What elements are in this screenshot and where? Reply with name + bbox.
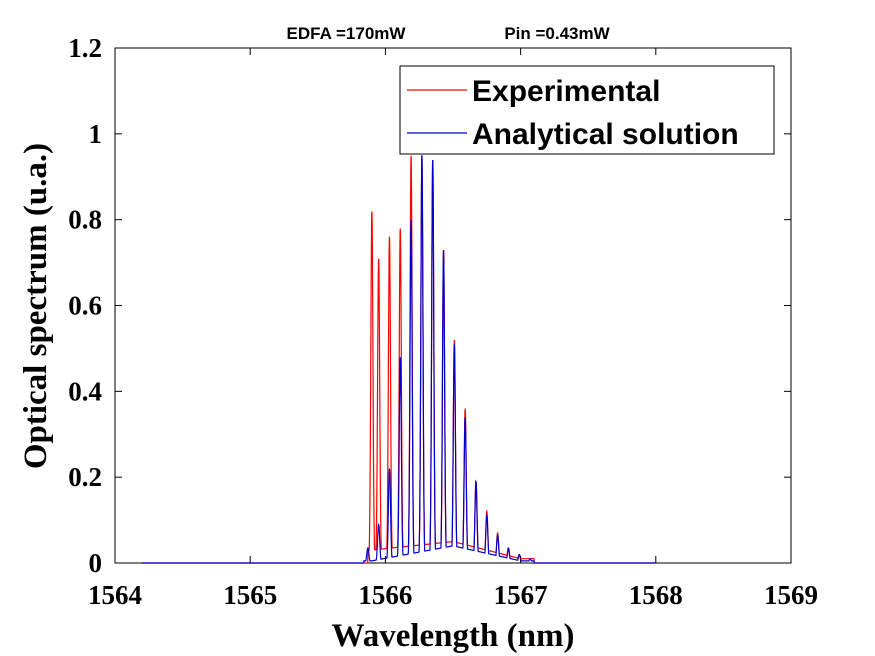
x-tick-label: 1565 (223, 580, 277, 610)
legend-label-experimental: Experimental (472, 75, 660, 108)
chart-title-pin: Pin =0.43mW (504, 24, 610, 43)
x-tick-label: 1568 (629, 580, 683, 610)
y-tick-label: 0.6 (68, 291, 102, 321)
chart-title: EDFA =170mW Pin =0.43mW (287, 24, 611, 43)
x-tick-label: 1569 (764, 580, 818, 610)
y-tick-label: 0.2 (68, 462, 102, 492)
series-line-analytical (142, 155, 656, 564)
legend: Experimental Analytical solution (399, 65, 775, 155)
y-tick-label: 1.2 (68, 33, 102, 63)
x-tick-label: 1567 (494, 580, 548, 610)
chart-title-edfa: EDFA =170mW (287, 24, 407, 43)
x-tick-label: 1566 (358, 580, 412, 610)
legend-box (399, 65, 775, 155)
y-tick-label: 0 (89, 548, 103, 578)
y-axis-label: Optical spectrum (u.a.) (18, 143, 54, 469)
x-tick-label: 1564 (88, 580, 142, 610)
y-tick-label: 0.8 (68, 205, 102, 235)
y-tick-label: 0.4 (68, 376, 102, 406)
legend-label-analytical: Analytical solution (472, 118, 739, 151)
y-tick-label: 1 (89, 119, 103, 149)
axis-ticks: 1564 1565 1566 1567 1568 1569 0 0.2 0.4 0.6 0.8 1 1.… (68, 33, 818, 610)
series-layer (142, 155, 656, 564)
x-axis-label: Wavelength (nm) (332, 618, 575, 654)
